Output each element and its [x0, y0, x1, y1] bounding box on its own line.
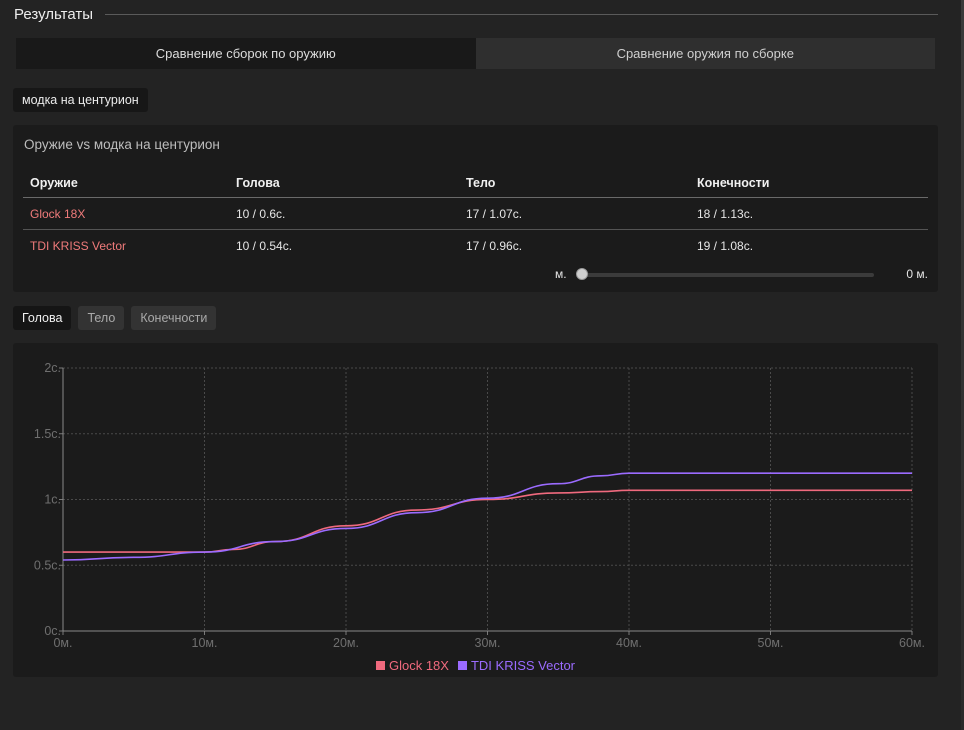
y-tick-label: 1c. — [44, 493, 61, 507]
x-tick-label: 0м. — [53, 636, 72, 650]
column-header-weapon: Оружие — [30, 175, 78, 190]
cell-body: 17 / 1.07c. — [466, 206, 523, 221]
x-tick-label: 30м. — [475, 636, 501, 650]
legend-swatch-glock — [375, 661, 385, 670]
weapon-link-glock[interactable]: Glock 18X — [30, 206, 86, 221]
tab-body[interactable]: Тело — [78, 306, 125, 330]
column-header-head: Голова — [236, 175, 280, 190]
cell-head: 10 / 0.54c. — [236, 238, 293, 253]
legend-item-glock[interactable]: Glock 18X — [375, 658, 449, 673]
weapon-comparison-panel: Оружие vs модка на центурион Оружие Голо… — [13, 125, 938, 292]
column-header-body: Тело — [466, 175, 496, 190]
distance-slider-track[interactable] — [579, 273, 874, 277]
x-tick-label: 40м. — [616, 636, 642, 650]
table-row: TDI KRISS Vector 10 / 0.54c. 17 / 0.96c.… — [23, 230, 928, 261]
comparison-table-title: Оружие vs модка на центурион — [24, 137, 220, 152]
y-tick-label: 2c. — [44, 361, 61, 375]
column-header-limbs: Конечности — [697, 175, 770, 190]
table-header-row: Оружие Голова Тело Конечности — [23, 168, 928, 198]
chart-legend: Glock 18X TDI KRISS Vector — [13, 658, 938, 673]
series-line-vector — [62, 472, 912, 561]
table-row: Glock 18X 10 / 0.6c. 17 / 1.07c. 18 / 1.… — [23, 198, 928, 230]
tab-compare-weapons-by-build[interactable]: Сравнение оружия по сборке — [475, 38, 935, 69]
legend-label-glock: Glock 18X — [388, 658, 449, 673]
x-tick-label: 10м. — [192, 636, 218, 650]
cell-head: 10 / 0.6c. — [236, 206, 286, 221]
distance-value: 0 м. — [906, 267, 928, 281]
legend-swatch-vector — [457, 661, 467, 670]
y-tick-label: 0c. — [44, 624, 61, 638]
x-tick-label: 50м. — [758, 636, 784, 650]
distance-slider-thumb[interactable] — [576, 268, 588, 280]
tab-compare-builds-by-weapon[interactable]: Сравнение сборок по оружию — [16, 38, 476, 69]
cell-body: 17 / 0.96c. — [466, 238, 523, 253]
build-chip[interactable]: модка на центурион — [13, 88, 148, 112]
results-title: Результаты — [14, 5, 93, 23]
header-divider — [105, 13, 938, 15]
results-header: Результаты — [14, 5, 938, 23]
legend-item-vector[interactable]: TDI KRISS Vector — [457, 658, 576, 673]
ttk-chart-panel: 0м. 10м. 20м. 30м. 40м. 50м. 60м. 0c. 0.5c. 1c. 1.… — [13, 343, 938, 677]
body-part-tabs: Голова Тело Конечности — [13, 306, 217, 330]
y-tick-label: 1.5c. — [34, 427, 61, 441]
weapon-link-vector[interactable]: TDI KRISS Vector — [30, 238, 127, 253]
y-tick-label: 0.5c. — [34, 558, 61, 572]
tab-limbs[interactable]: Конечности — [131, 306, 217, 330]
distance-unit-label: м. — [555, 267, 567, 281]
distance-slider-row: м. 0 м. — [13, 267, 938, 283]
cell-limbs: 19 / 1.08c. — [697, 238, 754, 253]
legend-label-vector: TDI KRISS Vector — [470, 658, 576, 673]
ttk-line-chart: 0м. 10м. 20м. 30м. 40м. 50м. 60м. 0c. 0.5c. 1c. 1.… — [34, 361, 925, 650]
x-tick-label: 20м. — [333, 636, 359, 650]
cell-limbs: 18 / 1.13c. — [697, 206, 754, 221]
x-tick-label: 60м. — [899, 636, 925, 650]
tab-head[interactable]: Голова — [13, 306, 72, 330]
comparison-mode-tabs: Сравнение сборок по оружию Сравнение ору… — [16, 38, 935, 69]
window-edge — [961, 0, 964, 730]
comparison-table: Оружие Голова Тело Конечности Glock 18X … — [23, 168, 928, 261]
